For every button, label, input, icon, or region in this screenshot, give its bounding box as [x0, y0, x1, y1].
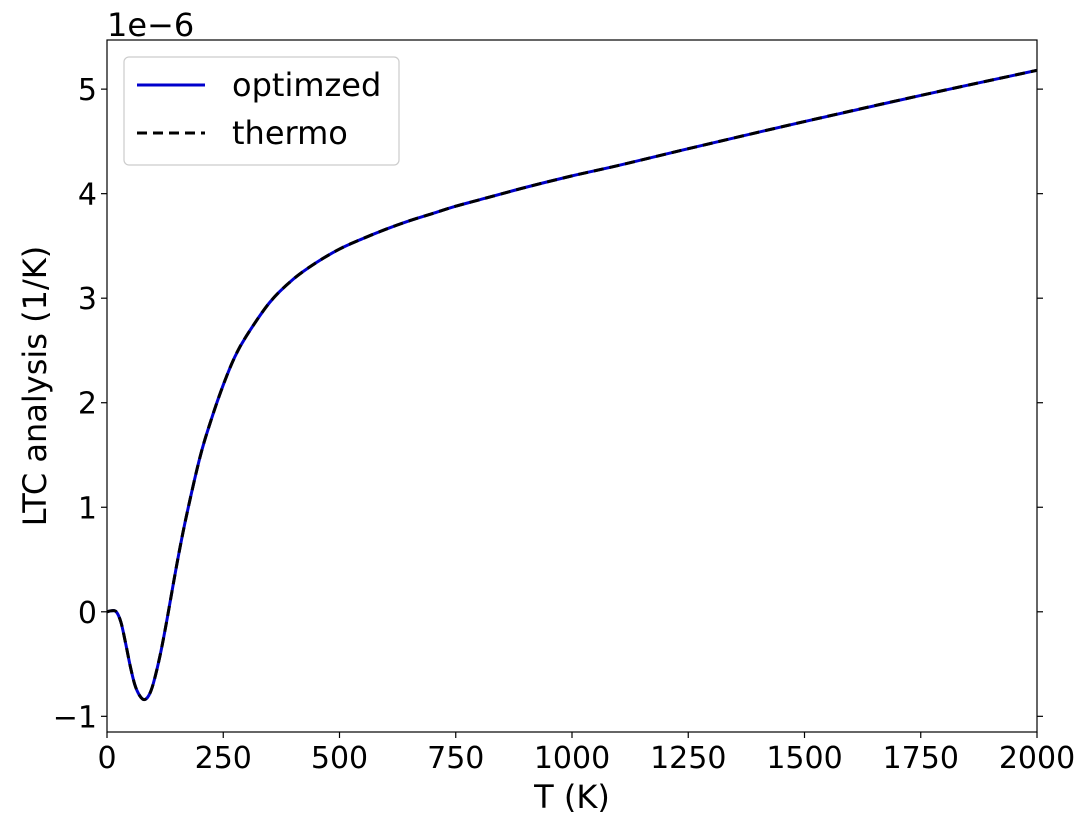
y-axis-offset-label: 1e−6	[107, 6, 194, 44]
y-tick-label: −1	[53, 700, 97, 735]
x-tick-label: 2000	[999, 741, 1075, 776]
x-axis: 0 250 500 750 1000 1250 1500 1750 2000	[97, 732, 1075, 776]
y-tick-label: 1	[78, 491, 97, 526]
y-axis-label: LTC analysis (1/K)	[16, 246, 54, 526]
y-tick-label: 3	[78, 282, 97, 317]
y-tick-label: 0	[78, 596, 97, 631]
y-tick-label: 2	[78, 387, 97, 422]
legend-label-optimzed: optimzed	[232, 66, 381, 104]
x-tick-label: 250	[195, 741, 252, 776]
x-tick-label: 1750	[883, 741, 959, 776]
x-tick-label: 0	[97, 741, 116, 776]
y-tick-label: 5	[78, 73, 97, 108]
y-axis: −1 0 1 2 3 4 5	[53, 73, 1043, 735]
series-line-thermo	[106, 68, 1038, 702]
legend-label-thermo: thermo	[232, 114, 348, 152]
x-tick-label: 750	[427, 741, 484, 776]
legend: optimzed thermo	[123, 56, 400, 166]
series-layer	[106, 68, 1038, 702]
x-tick-label: 1500	[766, 741, 842, 776]
x-axis-label: T (K)	[533, 778, 610, 816]
x-tick-label: 1250	[650, 741, 726, 776]
x-tick-label: 1000	[534, 741, 610, 776]
y-tick-label: 4	[78, 178, 97, 213]
x-tick-label: 500	[311, 741, 368, 776]
